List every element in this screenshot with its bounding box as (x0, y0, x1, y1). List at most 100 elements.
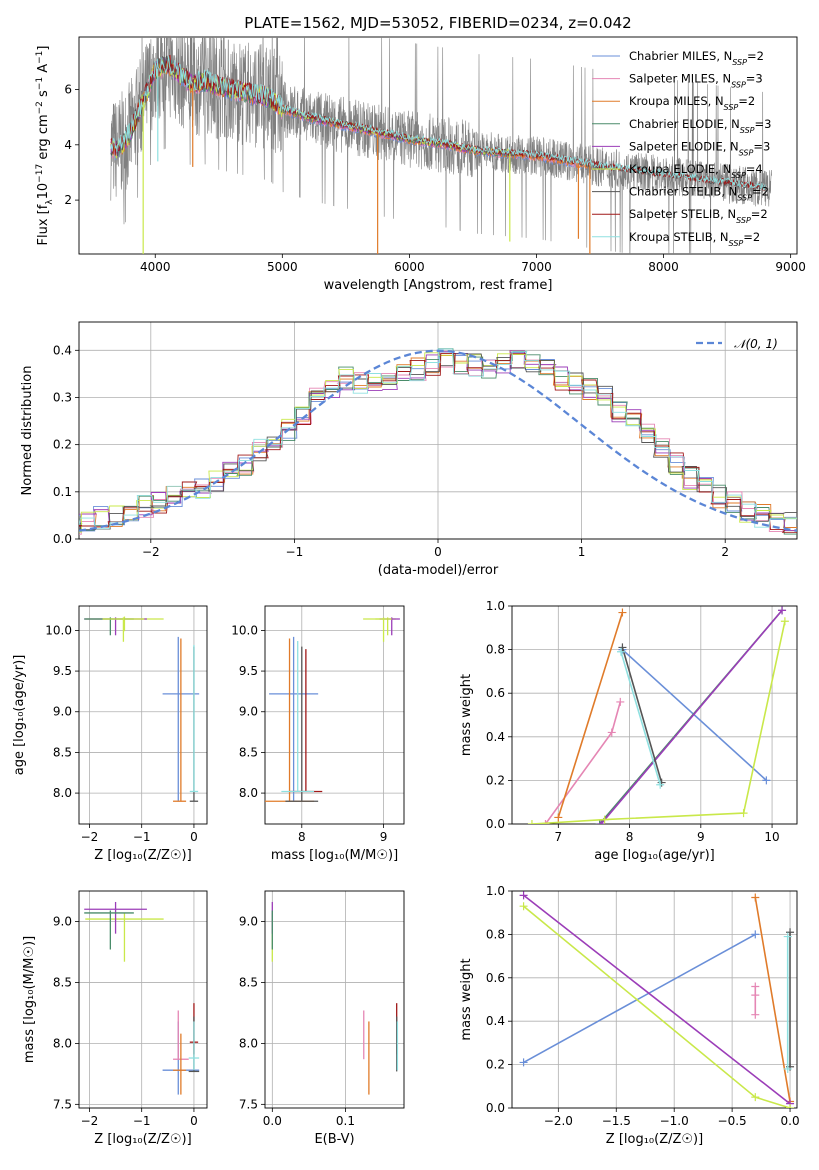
x-tick-label: 5000 (267, 260, 298, 274)
x-tick-label: 8000 (648, 260, 679, 274)
spectrum-axes: 400050006000700080009000246wavelength [A… (35, 0, 806, 293)
y-tick-label: 8.0 (53, 786, 72, 800)
y-tick-label: 0.6 (486, 686, 505, 700)
x-axis-label: age [log₁₀(age/yr)] (594, 848, 715, 863)
y-tick-label: 7.5 (239, 1097, 258, 1111)
weight-line-kroupa_stelib (621, 652, 660, 785)
age_vs_Z-axes: −2−108.08.59.09.510.0Z [log₁₀(Z/Z☉)]age … (12, 606, 207, 863)
x-axis-label: Z [log₁₀(Z/Z☉)] (94, 848, 191, 863)
x-tick-label: 9 (697, 830, 705, 844)
x-tick-label: 6000 (394, 260, 425, 274)
x-tick-label: 4000 (140, 260, 171, 274)
age_vs_mass-plot (265, 617, 400, 801)
x-tick-label: −1 (133, 830, 151, 844)
weight-marker (751, 991, 759, 999)
y-tick-label: 0.8 (486, 927, 505, 941)
x-tick-label: −1.5 (602, 1114, 631, 1128)
legend-label: Salpeter MILES, NSSP=3 (629, 72, 763, 90)
x-tick-label: 0.0 (781, 1114, 800, 1128)
y-tick-label: 0.6 (486, 971, 505, 985)
x-tick-label: −0.5 (718, 1114, 747, 1128)
y-axis-label: age [log₁₀(age/yr)] (12, 655, 27, 776)
y-tick-label: 0.4 (486, 1014, 505, 1028)
spectrum-plot (111, 0, 772, 264)
residuals-plot (36, 349, 819, 539)
x-tick-label: −2 (142, 545, 160, 559)
x-tick-label: −1.0 (660, 1114, 689, 1128)
residuals-axes: −2−10120.00.10.20.30.4(data-model)/error… (20, 322, 819, 578)
y-tick-label: 0.1 (53, 485, 72, 499)
y-tick-label: 1.0 (486, 599, 505, 613)
y-tick-label: 9.0 (239, 914, 258, 928)
weight-line-salpeter_miles (546, 702, 621, 824)
x-tick-label: 0 (190, 830, 198, 844)
spectrum-legend: Chabrier MILES, NSSP=2 Salpeter MILES, NS… (592, 49, 771, 247)
mass_vs_ebv-frame (265, 891, 404, 1108)
weight_vs_Z-axes: −2.0−1.5−1.0−0.50.00.00.20.40.60.81.0Z [… (459, 884, 800, 1147)
y-tick-label: 10.0 (45, 623, 72, 637)
x-axis-label: Z [log₁₀(Z/Z☉)] (606, 1132, 703, 1147)
y-tick-label: 9.0 (53, 914, 72, 928)
x-tick-label: −1 (133, 1114, 151, 1128)
y-tick-label: 8.5 (53, 975, 72, 989)
x-tick-label: −2 (81, 830, 99, 844)
y-tick-label: 0.8 (486, 643, 505, 657)
y-tick-label: 9.0 (239, 705, 258, 719)
y-tick-label: 6 (64, 83, 72, 97)
x-tick-label: 0.0 (263, 1114, 282, 1128)
y-tick-label: 0.0 (53, 532, 72, 546)
legend-label: Chabrier ELODIE, NSSP=3 (629, 117, 771, 135)
x-tick-label: 9000 (775, 260, 806, 274)
weight-marker (751, 930, 759, 938)
y-axis-label: mass weight (459, 674, 474, 756)
x-axis-label: mass [log₁₀(M/M☉)] (271, 848, 398, 863)
y-tick-label: 10.0 (231, 623, 258, 637)
y-axis-label: Normed distribution (20, 366, 35, 496)
mass_vs_ebv-axes: 0.00.17.58.08.59.0E(B-V) (239, 891, 404, 1147)
x-tick-label: 7 (554, 830, 562, 844)
weight-marker (781, 617, 789, 625)
weight-line-salpeter_elodie (601, 610, 782, 824)
weight-marker (618, 609, 626, 617)
weight_vs_age-axes: 789100.00.20.40.60.81.0age [log₁₀(age/yr… (459, 599, 797, 863)
y-axis-label: Flux [fλ10−17 erg cm−2 s−1 A−1] (35, 46, 55, 246)
weight-marker (656, 781, 664, 789)
y-tick-label: 8.5 (53, 745, 72, 759)
x-tick-label: −2 (81, 1114, 99, 1128)
legend-label: Chabrier MILES, NSSP=2 (629, 49, 764, 67)
y-tick-label: 0.4 (486, 730, 505, 744)
y-tick-label: 0.4 (53, 343, 72, 357)
y-tick-label: 7.5 (53, 1097, 72, 1111)
y-tick-label: 8.0 (53, 1036, 72, 1050)
weight-line-salpeter_elodie (524, 895, 790, 1103)
normal-legend-label: 𝒩(0, 1) (734, 337, 778, 351)
x-axis-label: Z [log₁₀(Z/Z☉)] (94, 1132, 191, 1147)
weight-marker (616, 698, 624, 706)
x-tick-label: 2 (721, 545, 729, 559)
y-tick-label: 0.2 (53, 438, 72, 452)
weight-marker (618, 643, 626, 651)
y-tick-label: 8.0 (239, 1036, 258, 1050)
y-tick-label: 8.5 (239, 975, 258, 989)
weight_vs_age-plot (528, 606, 789, 828)
x-axis-label: wavelength [Angstrom, rest frame] (324, 278, 553, 293)
x-tick-label: 10 (764, 830, 779, 844)
y-tick-label: 0.2 (486, 1058, 505, 1072)
legend-label: Salpeter STELIB, NSSP=2 (629, 207, 768, 225)
x-tick-label: 1 (578, 545, 586, 559)
weight_vs_Z-plot (520, 891, 794, 1112)
x-tick-label: 9 (380, 830, 388, 844)
y-tick-label: 0.0 (486, 1101, 505, 1115)
x-tick-label: 8 (626, 830, 634, 844)
weight-marker (528, 820, 536, 828)
weight-marker (554, 813, 562, 821)
y-tick-label: 2 (64, 193, 72, 207)
age_vs_Z-frame (79, 606, 207, 824)
age_vs_mass-axes: 898.08.59.09.510.0mass [log₁₀(M/M☉)] (231, 606, 404, 863)
y-tick-label: 0.2 (486, 773, 505, 787)
residual-hist-kroupa_miles (37, 351, 819, 537)
mass_vs_ebv-plot (272, 902, 397, 1095)
y-tick-label: 1.0 (486, 884, 505, 898)
x-axis-label: (data-model)/error (378, 563, 499, 578)
